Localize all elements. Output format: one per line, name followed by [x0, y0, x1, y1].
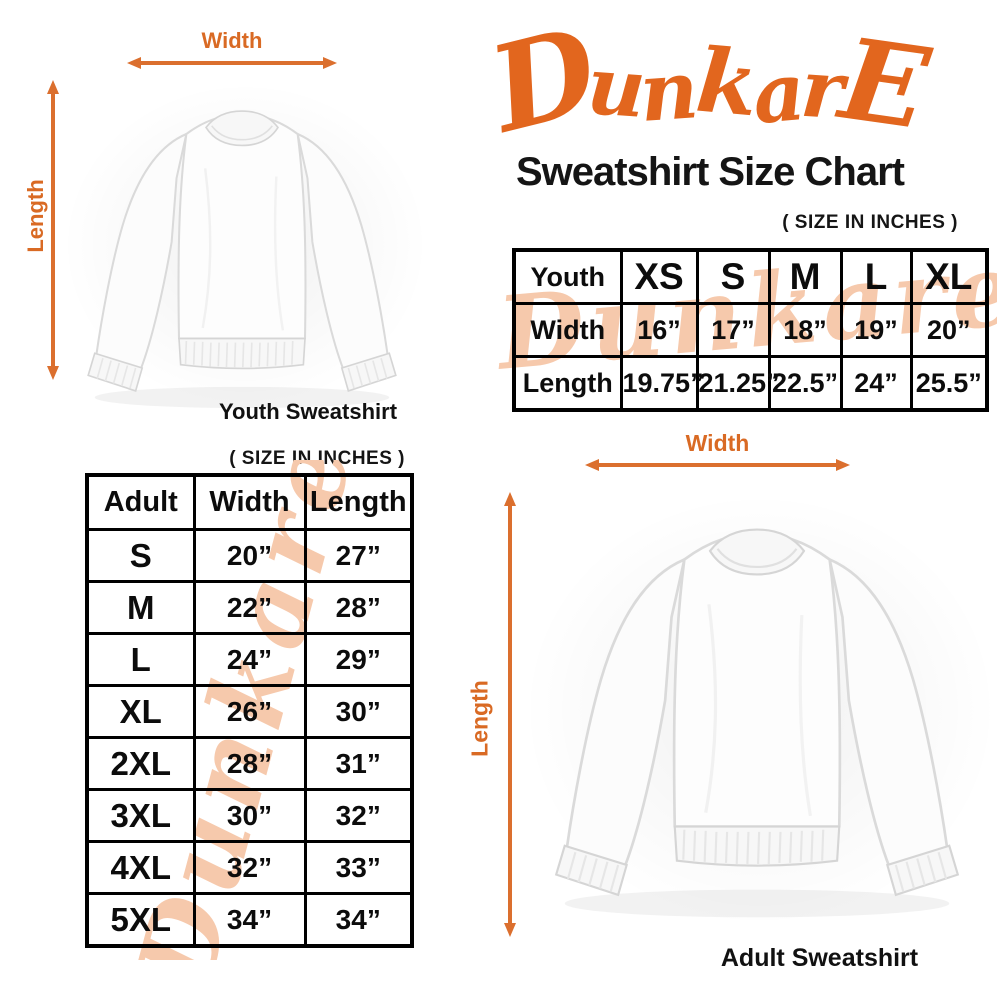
youth-width-row-label: Width — [512, 302, 623, 358]
table-cell: 32” — [303, 788, 414, 843]
table-cell: 34” — [192, 892, 307, 948]
adult-size-table: Adult Width Length S 20” 27” M 22” 28” L… — [85, 473, 414, 948]
table-cell: 24” — [192, 632, 307, 687]
adult-length-label: Length — [466, 680, 493, 757]
page-title: Sweatshirt Size Chart — [515, 150, 905, 194]
table-cell: 29” — [303, 632, 414, 687]
table-cell: 16” — [619, 302, 699, 358]
table-cell: 17” — [695, 302, 771, 358]
table-cell: 20” — [909, 302, 989, 358]
table-cell: 28” — [303, 580, 414, 635]
table-row: S 20” 27” — [85, 528, 414, 583]
table-row: XL 26” 30” — [85, 684, 414, 739]
table-cell: S — [85, 528, 196, 583]
table-cell: XL — [85, 684, 196, 739]
table-cell: 28” — [192, 736, 307, 791]
table-cell: 26” — [192, 684, 307, 739]
brand-logo: DunkarE — [430, 0, 990, 159]
youth-size-header: S — [695, 248, 771, 305]
table-cell: L — [85, 632, 196, 687]
table-cell: 19.75” — [619, 355, 704, 412]
youth-size-header: XL — [909, 248, 989, 305]
table-row: 4XL 32” 33” — [85, 840, 414, 895]
table-cell: M — [85, 580, 196, 635]
table-row: 5XL 34” 34” — [85, 892, 414, 948]
table-cell: 2XL — [85, 736, 196, 791]
table-cell: 24” — [839, 355, 913, 412]
adult-table-header: Width — [192, 473, 307, 531]
table-cell: 19” — [839, 302, 913, 358]
table-row: Youth XS S M L XL — [512, 248, 989, 305]
youth-size-table: Youth XS S M L XL Width 16” 17” 18” 19” … — [512, 248, 989, 412]
table-cell: 30” — [192, 788, 307, 843]
youth-width-arrow-icon — [127, 57, 337, 69]
youth-sweatshirt-image — [86, 109, 398, 410]
adult-width-arrow-icon — [585, 459, 850, 471]
table-cell: 5XL — [85, 892, 196, 948]
adult-table-header: Length — [303, 473, 414, 531]
table-row: Adult Width Length — [85, 473, 414, 531]
youth-table-corner-header: Youth — [512, 248, 623, 305]
table-cell: 32” — [192, 840, 307, 895]
table-row: 2XL 28” 31” — [85, 736, 414, 791]
table-row: Length 19.75” 21.25” 22.5” 24” 25.5” — [512, 355, 989, 412]
table-cell: 18” — [767, 302, 843, 358]
table-cell: 21.25” — [695, 355, 780, 412]
adult-sweatshirt-image — [554, 527, 960, 919]
table-cell: 22” — [192, 580, 307, 635]
adult-figure-caption: Adult Sweatshirt — [720, 944, 919, 972]
table-row: Width 16” 17” 18” 19” 20” — [512, 302, 989, 358]
youth-width-label: Width — [201, 28, 263, 53]
table-cell: 27” — [303, 528, 414, 583]
adult-table-header: Adult — [85, 473, 196, 531]
youth-figure-caption: Youth Sweatshirt — [218, 399, 398, 424]
brand-logo-letter: E — [832, 13, 936, 156]
adult-width-label: Width — [685, 430, 750, 456]
table-cell: 31” — [303, 736, 414, 791]
adult-length-arrow-icon — [504, 492, 516, 937]
table-cell: 33” — [303, 840, 414, 895]
table-cell: 20” — [192, 528, 307, 583]
table-row: L 24” 29” — [85, 632, 414, 687]
table-cell: 34” — [303, 892, 414, 948]
youth-size-note: ( SIZE IN INCHES ) — [782, 212, 958, 233]
table-cell: 4XL — [85, 840, 196, 895]
table-cell: 30” — [303, 684, 414, 739]
table-cell: 22.5” — [767, 355, 843, 412]
table-cell: 25.5” — [909, 355, 989, 412]
youth-size-header: XS — [619, 248, 699, 305]
youth-length-arrow-icon — [47, 80, 59, 380]
youth-size-header: M — [767, 248, 843, 305]
table-row: 3XL 30” 32” — [85, 788, 414, 843]
table-row: M 22” 28” — [85, 580, 414, 635]
adult-size-note: ( SIZE IN INCHES ) — [229, 448, 405, 469]
youth-length-row-label: Length — [512, 355, 623, 412]
table-cell: 3XL — [85, 788, 196, 843]
youth-size-header: L — [839, 248, 913, 305]
